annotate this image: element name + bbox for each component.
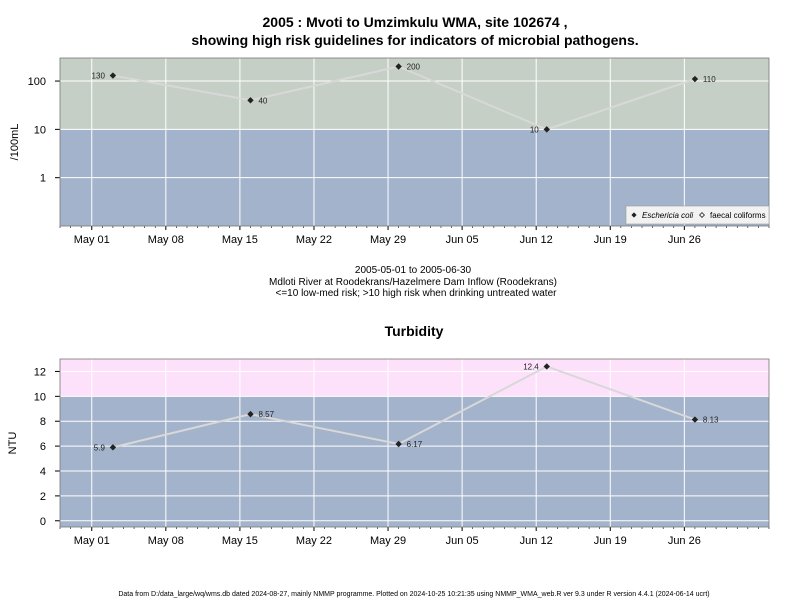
date-range-caption: 2005-05-01 to 2005-06-30 <box>355 265 472 276</box>
data-point <box>691 416 699 423</box>
legend-label-faecal: faecal coliforms <box>710 211 766 220</box>
y-tick-label: 100 <box>28 76 46 88</box>
x-tick-label: May 01 <box>74 535 110 547</box>
data-point <box>395 63 402 70</box>
data-point <box>109 72 117 79</box>
plot-frame <box>59 57 770 227</box>
x-tick-label: May 01 <box>74 234 110 246</box>
x-tick-label: Jun 12 <box>520 535 553 547</box>
y-tick-label: 10 <box>34 391 46 403</box>
legend-marker-faecal <box>699 212 705 218</box>
y-tick-label: 6 <box>40 441 46 453</box>
x-tick-label: May 22 <box>296 234 332 246</box>
data-point <box>109 444 117 451</box>
x-tick-label: May 29 <box>370 535 406 547</box>
turbidity-title: Turbidity <box>385 323 444 339</box>
data-label: 12.4 <box>523 362 539 371</box>
chart-title-line1: 2005 : Mvoti to Umzimkulu WMA, site 1026… <box>263 14 568 30</box>
y-tick-label: 2 <box>40 491 46 503</box>
y-axis-label: NTU <box>7 432 19 455</box>
legend-label-ecoli: Eschericia coli <box>642 211 693 220</box>
y-tick-label: 8 <box>40 416 46 428</box>
data-label: 110 <box>703 75 716 84</box>
data-label: 6.17 <box>407 440 423 449</box>
site-caption: Mdloti River at Roodekrans/Hazelmere Dam… <box>269 277 557 288</box>
x-tick-label: May 15 <box>222 234 258 246</box>
x-tick-label: Jun 26 <box>668 234 701 246</box>
microbial-panel: May 01 May 08 May 15 May 22 May 29 Jun 05 Jun … <box>9 57 770 246</box>
y-axis-label: /100mL <box>9 124 21 161</box>
data-label: 200 <box>407 63 421 72</box>
legend-marker-ecoli <box>631 212 637 218</box>
x-tick-label: Jun 26 <box>668 535 701 547</box>
data-point <box>395 440 402 448</box>
y-tick-label: 1 <box>40 173 46 185</box>
footer-note: Data from D:/data_large/wq/wms.db dated … <box>118 591 709 598</box>
legend: Eschericia coli faecal coliforms <box>625 205 770 225</box>
y-tick-label: 12 <box>34 366 46 378</box>
chart-title-line2: showing high risk guidelines for indicat… <box>191 32 638 48</box>
data-label: 8.13 <box>703 416 719 425</box>
data-point <box>247 410 254 418</box>
data-label: 40 <box>258 96 267 105</box>
data-label: 8.57 <box>258 410 274 419</box>
data-point <box>247 97 254 104</box>
x-tick-label: May 15 <box>222 535 258 547</box>
data-point <box>543 126 550 133</box>
y-tick-label: 0 <box>40 516 46 528</box>
y-tick-label: 4 <box>40 466 46 478</box>
plot-frame <box>59 358 770 528</box>
data-label: 5.9 <box>94 443 106 452</box>
x-tick-label: Jun 05 <box>446 535 479 547</box>
y-tick-label: 10 <box>34 124 46 136</box>
x-tick-label: May 08 <box>148 535 184 547</box>
legend-box <box>625 205 770 225</box>
data-point <box>543 363 550 370</box>
x-tick-label: Jun 12 <box>520 234 553 246</box>
data-label: 130 <box>92 72 106 81</box>
turbidity-panel: May 01 May 08 May 15 May 22 May 29 Jun 05 Jun … <box>7 358 770 547</box>
x-tick-label: Jun 05 <box>446 234 479 246</box>
x-tick-label: May 22 <box>296 535 332 547</box>
x-tick-label: Jun 19 <box>594 535 627 547</box>
data-point <box>691 75 699 83</box>
x-tick-label: May 29 <box>370 234 406 246</box>
high-risk-band <box>60 359 769 397</box>
risk-caption: <=10 low-med risk; >10 high risk when dr… <box>276 288 558 299</box>
x-tick-label: May 08 <box>148 234 184 246</box>
low-risk-band <box>60 396 769 527</box>
data-label: 10 <box>530 125 539 134</box>
x-tick-label: Jun 19 <box>594 234 627 246</box>
